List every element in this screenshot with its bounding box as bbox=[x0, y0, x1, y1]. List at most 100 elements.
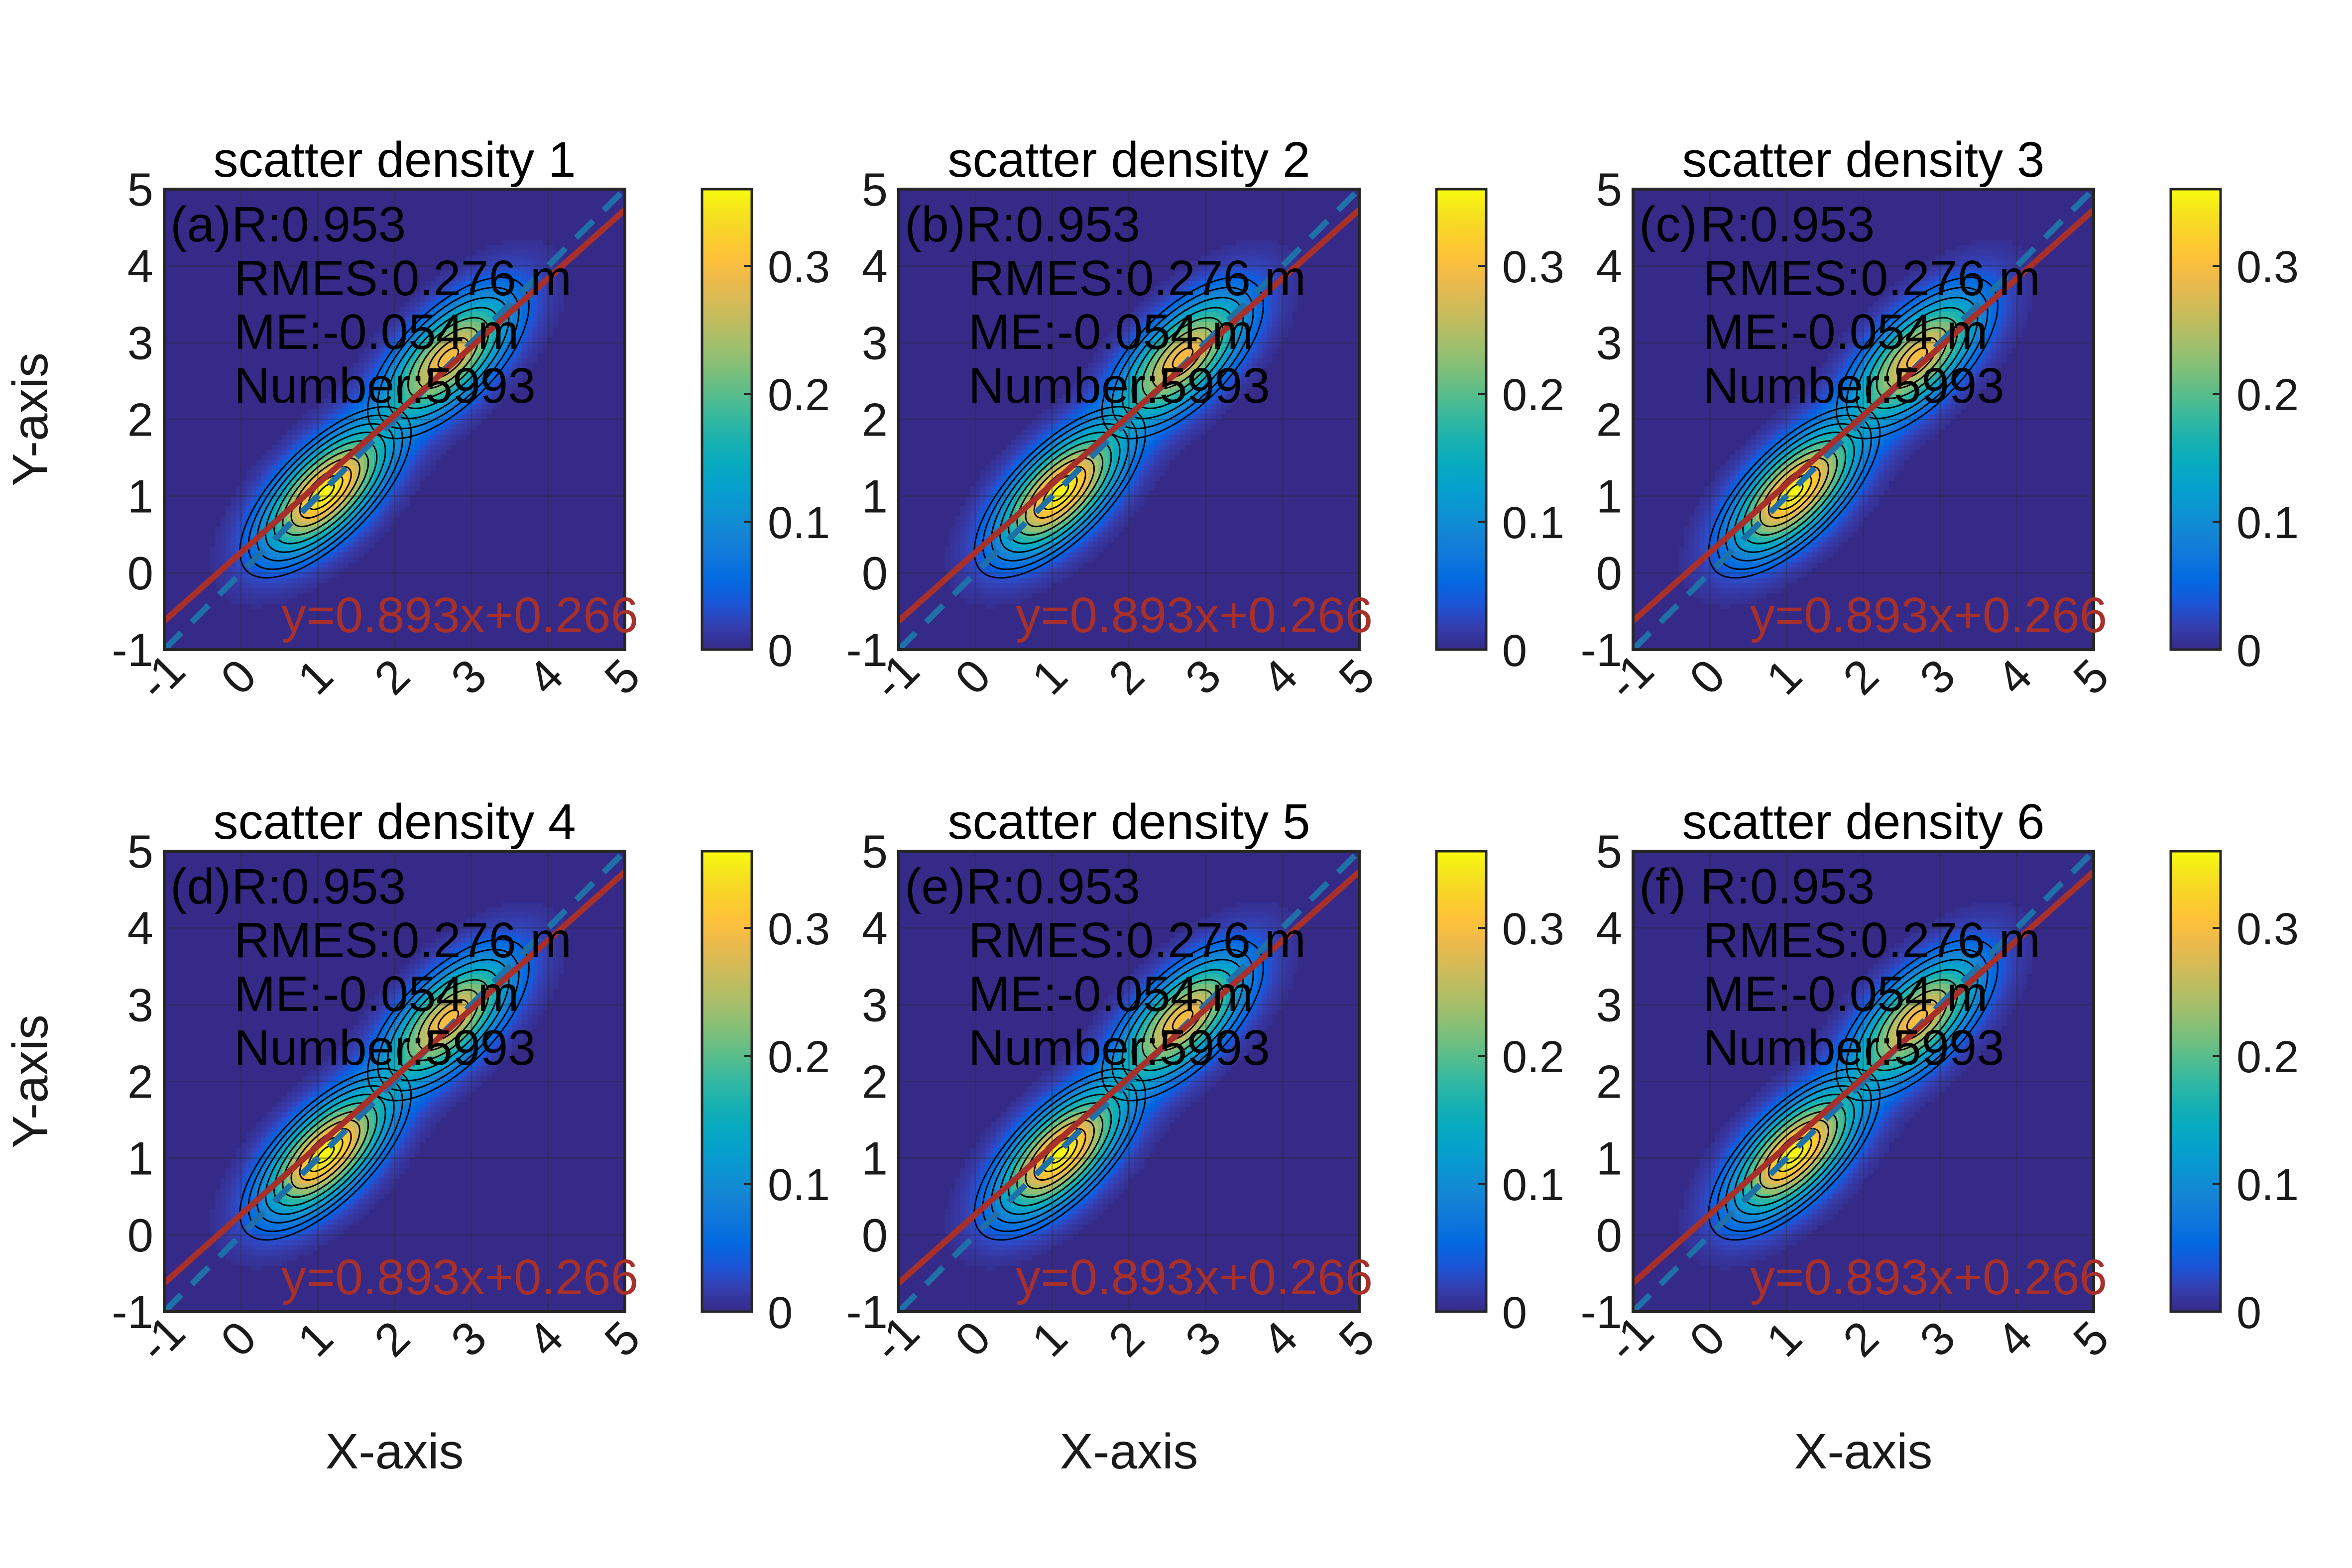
axes-box bbox=[897, 850, 1361, 1313]
stat-annotation: Number:5993 bbox=[968, 358, 1270, 414]
contour-line bbox=[427, 337, 470, 379]
x-tick-label: 0 bbox=[1679, 1311, 1735, 1366]
x-tick-label: 0 bbox=[211, 649, 266, 704]
x-tick-label: 1 bbox=[1022, 649, 1077, 704]
stat-annotation: Number:5993 bbox=[1703, 358, 2004, 414]
panel-title: scatter density 2 bbox=[947, 132, 1310, 188]
x-tick-label: 5 bbox=[1329, 1311, 1384, 1366]
x-axis-label: X-axis bbox=[326, 1424, 464, 1479]
y-tick-label: 4 bbox=[862, 902, 888, 954]
stat-annotation: Number:5993 bbox=[234, 1020, 536, 1076]
x-tick-label: 1 bbox=[1756, 649, 1811, 704]
x-tick-label: 4 bbox=[1987, 649, 2042, 704]
stat-annotation: R:0.953 bbox=[1700, 197, 1875, 252]
colorbar bbox=[2169, 188, 2222, 651]
stat-annotation: RMES:0.276 m bbox=[234, 912, 572, 968]
fit-equation: y=0.893x+0.266 bbox=[1750, 1249, 2107, 1305]
panel-title: scatter density 4 bbox=[213, 794, 576, 850]
contour-line bbox=[264, 432, 386, 553]
y-tick-label: 2 bbox=[127, 394, 153, 446]
grid bbox=[1633, 851, 2094, 1312]
contour-line bbox=[1866, 307, 1969, 409]
x-tick-label: 0 bbox=[945, 649, 1000, 704]
y-tick-label: 2 bbox=[127, 1056, 153, 1108]
contour-line bbox=[1025, 1119, 1095, 1190]
colorbar-tick-label: 0.3 bbox=[2236, 242, 2299, 292]
panel-title: scatter density 6 bbox=[1682, 794, 2044, 850]
y-tick-label: 0 bbox=[127, 1209, 153, 1261]
y-tick-label: 5 bbox=[127, 825, 153, 878]
stat-annotation: RMES:0.276 m bbox=[968, 250, 1306, 306]
x-tick-label: 2 bbox=[364, 649, 419, 704]
fit-line bbox=[899, 207, 1359, 623]
contour-line bbox=[1708, 406, 1881, 579]
y-tick-label: 3 bbox=[862, 317, 888, 369]
contour-line bbox=[1886, 327, 1948, 389]
colorbar-tick-label: 0 bbox=[1502, 1288, 1527, 1338]
x-tick-label: 0 bbox=[211, 1311, 266, 1366]
colorbar-tick-label: 0.1 bbox=[2236, 498, 2299, 548]
y-tick-label: 3 bbox=[127, 317, 153, 369]
colorbar-tick-label: 0 bbox=[768, 626, 793, 676]
contour-line bbox=[1708, 1068, 1881, 1241]
x-tick-label: 3 bbox=[441, 1311, 496, 1366]
x-tick-label: 5 bbox=[2063, 1311, 2118, 1366]
x-tick-label: 2 bbox=[1098, 1311, 1154, 1366]
y-tick-label: 5 bbox=[862, 825, 888, 878]
stat-annotation: ME:-0.054 m bbox=[234, 304, 519, 360]
contour-line bbox=[397, 969, 500, 1071]
fit-equation: y=0.893x+0.266 bbox=[1016, 1249, 1373, 1305]
contour-line bbox=[1866, 969, 1969, 1071]
contour-line bbox=[417, 989, 479, 1051]
colorbar-tick-label: 0 bbox=[768, 1288, 793, 1338]
axes-box bbox=[897, 188, 1361, 651]
y-tick-label: 2 bbox=[1596, 1056, 1622, 1108]
x-tick-label: 2 bbox=[1833, 1311, 1888, 1366]
stat-annotation: Number:5993 bbox=[968, 1020, 1270, 1076]
colorbar-tick-label: 0.1 bbox=[768, 498, 830, 548]
x-tick-label: 1 bbox=[1756, 1311, 1811, 1366]
y-tick-label: 5 bbox=[1596, 163, 1622, 216]
grid bbox=[164, 189, 625, 650]
contour-line bbox=[1733, 432, 1855, 553]
stat-annotation: Number:5993 bbox=[234, 358, 536, 414]
contour-line bbox=[407, 979, 489, 1061]
panel-title: scatter density 3 bbox=[1682, 132, 2044, 188]
contour-line bbox=[290, 457, 361, 528]
colorbar bbox=[701, 188, 753, 651]
y-tick-label: 4 bbox=[127, 240, 153, 292]
stat-annotation: R:0.953 bbox=[232, 197, 406, 252]
axes-box bbox=[1632, 850, 2095, 1313]
fit-equation: y=0.893x+0.266 bbox=[1750, 587, 2107, 643]
y-tick-label: -1 bbox=[112, 1286, 153, 1338]
colorbar bbox=[1435, 188, 1488, 651]
stat-annotation: RMES:0.276 m bbox=[968, 912, 1306, 968]
axes-box bbox=[1632, 188, 2095, 651]
panel-title: scatter density 1 bbox=[213, 132, 576, 188]
y-axis-label: Y-axis bbox=[2, 1014, 58, 1148]
y-tick-label: 3 bbox=[1596, 317, 1622, 369]
y-tick-label: 4 bbox=[127, 902, 153, 954]
y-tick-label: 4 bbox=[1596, 902, 1622, 954]
y-tick-label: 2 bbox=[1596, 394, 1622, 446]
y-tick-label: 0 bbox=[862, 1209, 888, 1261]
x-tick-label: 4 bbox=[1252, 649, 1307, 704]
y-tick-label: 4 bbox=[1596, 240, 1622, 292]
x-tick-label: 3 bbox=[1910, 1311, 1965, 1366]
contour-line bbox=[1141, 317, 1224, 399]
contour-line bbox=[290, 1119, 361, 1190]
y-tick-label: 1 bbox=[1596, 1132, 1622, 1185]
contour-line bbox=[1162, 337, 1204, 379]
panel-letter: (c) bbox=[1639, 197, 1697, 252]
contour-line bbox=[1152, 327, 1214, 389]
y-tick-label: 5 bbox=[1596, 825, 1622, 878]
fit-equation: y=0.893x+0.266 bbox=[281, 1249, 638, 1305]
stat-annotation: R:0.953 bbox=[966, 859, 1140, 914]
contour-line bbox=[1759, 457, 1830, 528]
x-tick-label: 4 bbox=[518, 649, 573, 704]
stat-annotation: Number:5993 bbox=[1703, 1020, 2004, 1076]
contour-line bbox=[239, 406, 412, 579]
